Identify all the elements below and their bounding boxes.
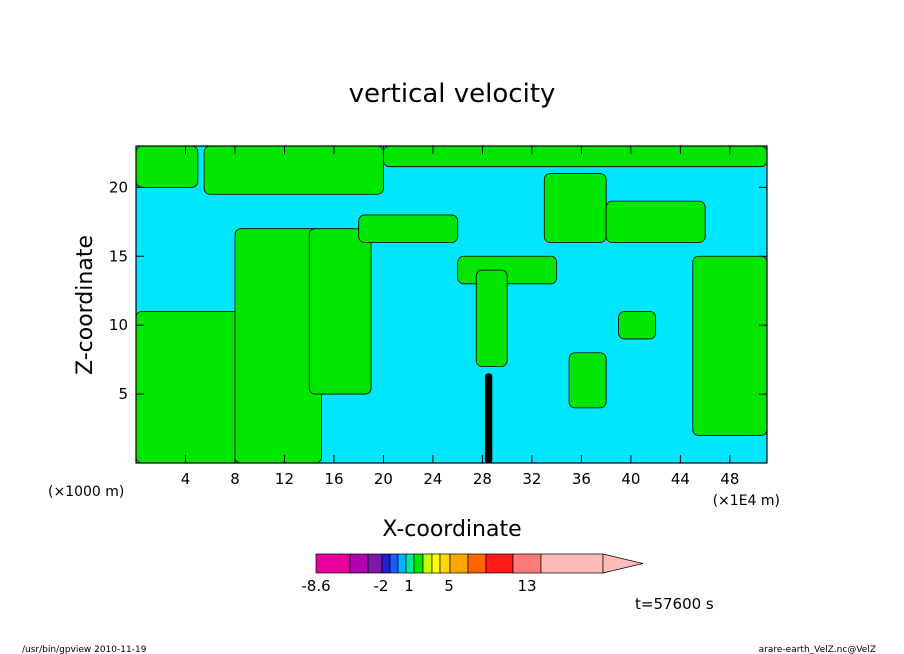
x-tick-label: 12 [275,470,294,488]
positive-region-11 [605,200,706,243]
x-tick-label: 32 [522,470,541,488]
colorbar-segment [439,553,451,574]
colorbar-label: -2 [374,577,389,595]
footer-right-text: arare-earth_VelZ.nc@VelZ [759,645,876,654]
colorbar-segment [315,553,351,574]
updraft-core-mark [484,373,493,463]
colorbar-label: 5 [444,577,454,595]
updraft-core [484,373,493,463]
y-tick-label: 15 [109,247,128,265]
colorbar-arrow [602,553,644,574]
x-tick-label: 4 [181,470,191,488]
y-axis-label: Z-coordinate [73,235,98,375]
footer-left-text: /usr/bin/gpview 2010-11-19 [22,645,147,654]
colorbar-label: 13 [517,577,536,595]
colorbar-segment [381,553,391,574]
colorbar-segment [367,553,383,574]
colorbar-segment [485,553,514,574]
positive-region-5 [308,228,372,395]
positive-region-10 [568,352,607,409]
colorbar-segment [422,553,433,574]
x-tick-label: 36 [572,470,591,488]
colorbar-label: -8.6 [301,577,330,595]
y-tick-label: 5 [118,385,128,403]
x-tick-label: 24 [423,470,442,488]
x-tick-label: 40 [621,470,640,488]
colorbar-segment [397,553,407,574]
colorbar-segment [449,553,469,574]
x-tick-label: 16 [324,470,343,488]
x-unit-right: (×1E4 m) [713,493,780,509]
positive-region-4 [234,228,322,464]
x-unit-left: (×1000 m) [48,484,124,500]
y-tick-label: 20 [109,178,128,196]
positive-region-6 [358,214,459,243]
colorbar-label: 1 [404,577,414,595]
colorbar-segment [405,553,415,574]
positive-region-2 [383,145,768,168]
y-tick-label: 10 [109,316,128,334]
x-tick-label: 48 [720,470,739,488]
positive-region-9 [543,173,607,243]
time-label: t=57600 s [635,595,714,613]
x-axis-label: X-coordinate [382,517,521,542]
colorbar-segment [413,553,424,574]
colorbar-segment [389,553,399,574]
colorbar-labels: -8.6 -2 1 5 13 [301,577,536,595]
colorbar-segment [467,553,487,574]
positive-region-0 [135,145,199,188]
x-axis-ticks: 4 8 12 16 20 24 28 32 36 40 44 48 [181,146,739,488]
positive-region-12 [692,255,768,436]
positive-region-13 [618,310,657,340]
colorbar [315,553,644,574]
y-axis-ticks: 5 10 15 20 [109,178,767,403]
positive-region-1 [203,145,384,195]
x-tick-label: 8 [230,470,240,488]
chart-title: vertical velocity [349,79,556,109]
colorbar-segment [512,553,542,574]
x-tick-label: 28 [473,470,492,488]
x-tick-label: 20 [374,470,393,488]
colorbar-segment [540,553,604,574]
positive-region-8 [475,269,508,367]
colorbar-segment [431,553,441,574]
x-tick-label: 44 [671,470,690,488]
plot-frame [135,145,768,464]
positive-velocity-regions [135,145,768,464]
colorbar-segment [349,553,369,574]
